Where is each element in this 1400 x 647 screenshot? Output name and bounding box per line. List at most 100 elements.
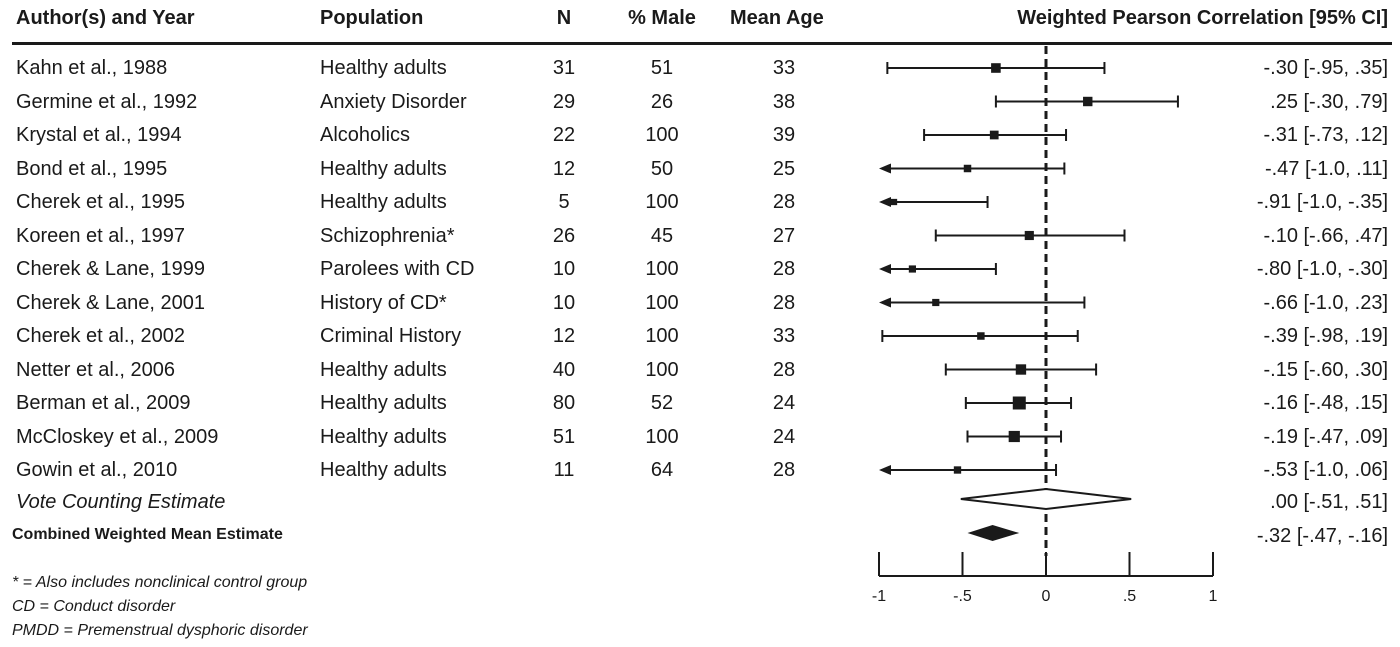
population-cell: Criminal History — [320, 325, 462, 347]
n-cell: 12 — [552, 325, 576, 347]
header-population: Population — [320, 7, 424, 29]
n-cell: 11 — [553, 459, 575, 481]
population-cell: Schizophrenia* — [320, 224, 455, 247]
mean-age-cell: 24 — [772, 392, 796, 414]
point-estimate — [1083, 96, 1093, 107]
correlation-ci-cell: -.39 [-.98, .19] — [1263, 325, 1388, 347]
header-n: N — [556, 7, 572, 29]
n-cell: 22 — [552, 124, 576, 146]
ci-arrow — [879, 465, 891, 475]
table-row: Netter et al., 2006 Healthy adults 40 100 28… — [0, 357, 1400, 391]
correlation-ci-cell: -.19 [-.47, .09] — [1263, 425, 1388, 448]
point-estimate — [953, 466, 962, 474]
point-estimate — [977, 332, 985, 340]
population-cell: Healthy adults — [320, 459, 447, 481]
correlation-ci-cell: -.66 [-1.0, .23] — [1263, 291, 1388, 314]
header-age: Mean Age — [730, 7, 824, 29]
percent-male-cell: 45 — [650, 224, 674, 247]
author-cell: Koreen et al., 1997 — [16, 224, 186, 247]
point-estimate — [963, 164, 972, 173]
footnote-pmdd: PMDD = Premenstrual dysphoric disorder — [12, 622, 308, 639]
author-cell: Cherek et al., 2002 — [16, 325, 185, 347]
ci-arrow — [879, 163, 891, 174]
author-cell: Cherek & Lane, 1999 — [16, 258, 206, 280]
correlation-ci-cell: -.15 [-.60, .30] — [1263, 358, 1388, 381]
population-cell: Anxiety Disorder — [320, 90, 467, 113]
table-row: Koreen et al., 1997 Schizophrenia* 26 45 27 -… — [0, 223, 1400, 257]
point-estimate — [1008, 430, 1020, 443]
mean-age-cell: 25 — [772, 157, 796, 180]
correlation-ci-cell: -.47 [-1.0, .11] — [1264, 157, 1388, 180]
author-cell: Cherek & Lane, 2001 — [16, 291, 206, 314]
percent-male-cell: 64 — [650, 459, 674, 481]
percent-male-cell: 50 — [650, 157, 674, 180]
author-cell: Germine et al., 1992 — [16, 90, 198, 113]
vote-diamond — [960, 487, 1132, 511]
correlation-ci-cell: .25 [-.30, .79] — [1270, 90, 1388, 113]
author-cell: Gowin et al., 2010 — [16, 459, 178, 481]
point-estimate — [991, 63, 1001, 73]
percent-male-cell: 100 — [645, 325, 679, 347]
population-cell: History of CD* — [320, 291, 447, 314]
x-tick-label: -1 — [872, 588, 886, 605]
footnote-cd: CD = Conduct disorder — [12, 598, 176, 615]
population-cell: Healthy adults — [320, 358, 447, 381]
percent-male-cell: 51 — [650, 57, 674, 79]
percent-male-cell: 26 — [650, 90, 674, 113]
population-cell: Healthy adults — [320, 191, 447, 213]
mean-age-cell: 28 — [772, 291, 796, 314]
n-cell: 40 — [552, 358, 576, 381]
mean-age-cell: 33 — [772, 57, 796, 79]
percent-male-cell: 100 — [645, 258, 679, 280]
x-tick-label: 0 — [1042, 588, 1051, 605]
point-estimate — [932, 298, 940, 307]
mean-age-cell: 28 — [772, 358, 796, 381]
population-cell: Healthy adults — [320, 57, 447, 79]
n-cell: 31 — [552, 57, 576, 79]
point-estimate — [1012, 396, 1026, 410]
table-row: Cherek & Lane, 1999 Parolees with CD 10 100… — [0, 256, 1400, 290]
x-tick-label: .5 — [1123, 588, 1136, 605]
correlation-ci-cell: -.30 [-.95, .35] — [1263, 57, 1388, 79]
table-row: McCloskey et al., 2009 Healthy adults 51 10… — [0, 424, 1400, 458]
header-male: % Male — [628, 7, 696, 29]
n-cell: 10 — [552, 258, 576, 280]
ci-arrow — [879, 297, 891, 308]
mean-age-cell: 28 — [772, 459, 796, 481]
n-cell: 5 — [558, 191, 570, 213]
table-row: Cherek et al., 2002 Criminal History 12 100… — [0, 323, 1400, 357]
mean-age-cell: 28 — [772, 191, 796, 213]
n-cell: 80 — [552, 392, 576, 414]
vote-label: Vote Counting Estimate — [16, 491, 226, 513]
ci-arrow — [879, 264, 891, 274]
correlation-ci-cell: -.31 [-.73, .12] — [1263, 124, 1388, 146]
x-tick-label: 1 — [1209, 588, 1218, 605]
correlation-ci-cell: -.16 [-.48, .15] — [1263, 392, 1388, 414]
combined-ci: -.32 [-.47, -.16] — [1256, 525, 1388, 547]
footnote-asterisk: * = Also includes nonclinical control gr… — [12, 574, 308, 591]
percent-male-cell: 100 — [645, 425, 679, 448]
combined-diamond — [967, 525, 1020, 541]
point-estimate — [908, 265, 916, 273]
n-cell: 29 — [552, 90, 576, 113]
author-cell: McCloskey et al., 2009 — [16, 425, 219, 448]
author-cell: Krystal et al., 1994 — [16, 124, 182, 146]
point-estimate — [890, 198, 898, 206]
author-cell: Bond et al., 1995 — [16, 157, 168, 180]
point-estimate — [989, 130, 999, 140]
header-author: Author(s) and Year — [16, 7, 195, 29]
header-ci: Weighted Pearson Correlation [95% CI] — [1017, 7, 1388, 29]
mean-age-cell: 27 — [772, 224, 796, 247]
correlation-ci-cell: -.53 [-1.0, .06] — [1263, 459, 1388, 481]
table-row: Cherek & Lane, 2001 History of CD* 10 100 28… — [0, 290, 1400, 324]
author-cell: Netter et al., 2006 — [16, 358, 175, 381]
combined-label: Combined Weighted Mean Estimate — [12, 526, 283, 543]
mean-age-cell: 39 — [772, 124, 796, 146]
n-cell: 10 — [552, 291, 576, 314]
population-cell: Parolees with CD — [320, 258, 475, 280]
correlation-ci-cell: -.10 [-.66, .47] — [1263, 224, 1388, 247]
n-cell: 12 — [552, 157, 576, 180]
population-cell: Healthy adults — [320, 157, 447, 180]
table-row: Kahn et al., 1988 Healthy adults 31 51 33 -.3… — [0, 55, 1400, 89]
